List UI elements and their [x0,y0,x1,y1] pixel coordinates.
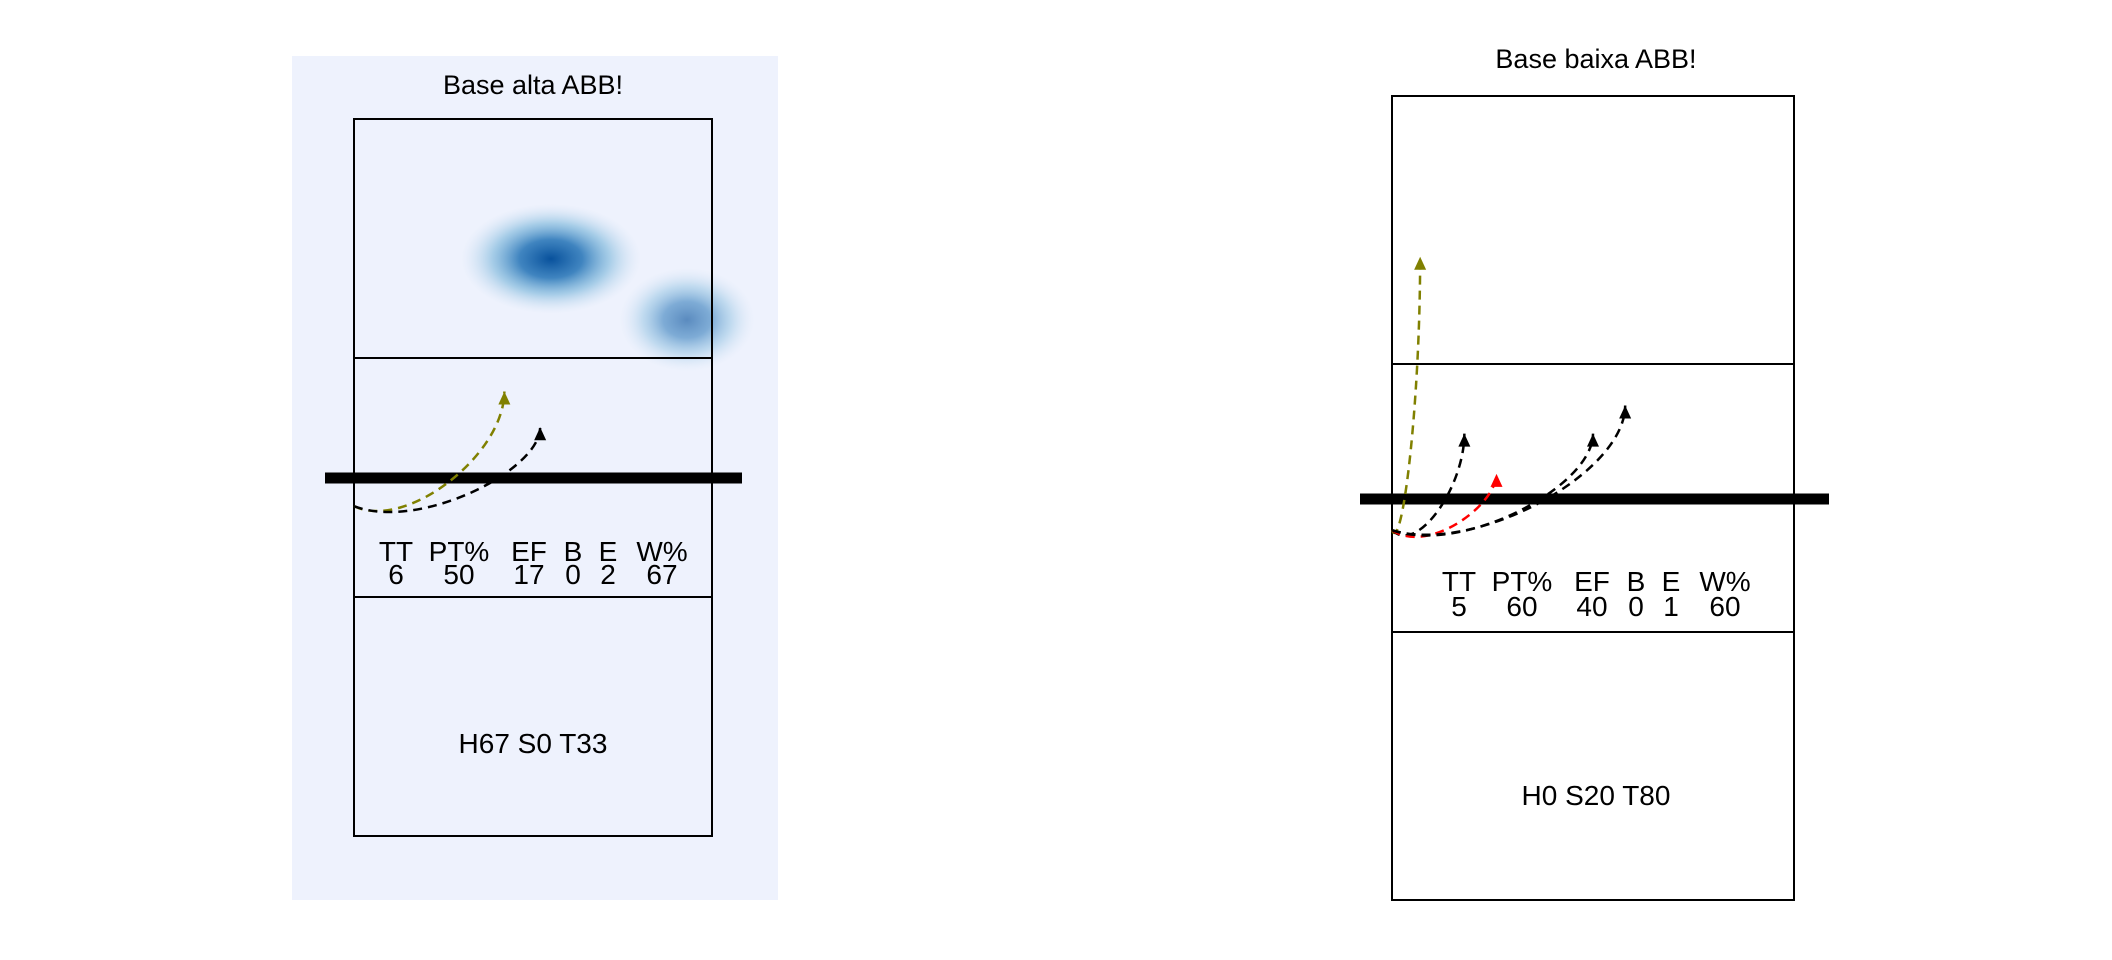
serve-trajectories [1390,256,1632,538]
stat-value-2: 40 [1576,591,1607,622]
panel-title: Base alta ABB! [443,70,623,100]
stats-headers: TT PT% EF B E W% [1442,566,1751,597]
stats-values: 6 50 17 0 2 67 [388,559,677,590]
stat-header-5: W% [636,536,687,567]
court-panel-base-baixa: Base baixa ABB! TT PT% EF B E W% 5 60 40 0 1 60 H0… [1360,44,1829,901]
stat-value-5: 60 [1709,591,1740,622]
serve-summary: H0 S20 T80 [1522,780,1671,811]
serve-path-1 [1391,433,1466,537]
stat-header-2: EF [1574,566,1610,597]
serve-arrowhead-1 [534,427,547,441]
heat-spot-0 [460,203,641,314]
stat-value-5: 67 [646,559,677,590]
serve-trajectories [353,391,547,514]
stat-header-1: PT% [429,536,490,567]
stat-header-1: PT% [1492,566,1553,597]
stats-values: 5 60 40 0 1 60 [1451,591,1740,622]
serve-arrowhead-0 [1414,256,1427,270]
stat-value-0: 6 [388,559,404,590]
stat-value-1: 50 [443,559,474,590]
stat-value-0: 5 [1451,591,1467,622]
serve-path-0 [1390,256,1422,534]
stat-value-4: 2 [600,559,616,590]
stat-value-2: 17 [513,559,544,590]
stats-headers: TT PT% EF B E W% [379,536,688,567]
stat-value-1: 60 [1506,591,1537,622]
serve-path-1 [353,427,542,514]
stat-header-3: B [1627,566,1646,597]
court-panel-base-alta: Base alta ABB! TT PT% EF B E W% 6 50 17 0 2 67 H67… [292,56,778,900]
serve-arrowhead-4 [1619,405,1632,419]
stat-header-2: EF [511,536,547,567]
stat-header-4: E [599,536,618,567]
panel-title: Base baixa ABB! [1495,44,1696,74]
stat-header-0: TT [1442,566,1476,597]
stat-value-4: 1 [1663,591,1679,622]
serve-arrowhead-0 [498,391,511,405]
stat-header-3: B [564,536,583,567]
serve-arrowhead-1 [1458,433,1471,447]
serve-arrowhead-3 [1587,433,1599,447]
stat-value-3: 0 [565,559,581,590]
heatmap-layer [460,203,755,372]
heat-spot-1 [619,267,755,372]
stat-header-5: W% [1699,566,1750,597]
serve-arrowhead-2 [1490,473,1503,487]
serve-path-4 [1391,405,1627,536]
stat-header-4: E [1662,566,1681,597]
stat-value-3: 0 [1628,591,1644,622]
serve-summary: H67 S0 T33 [459,728,608,759]
stat-header-0: TT [379,536,413,567]
